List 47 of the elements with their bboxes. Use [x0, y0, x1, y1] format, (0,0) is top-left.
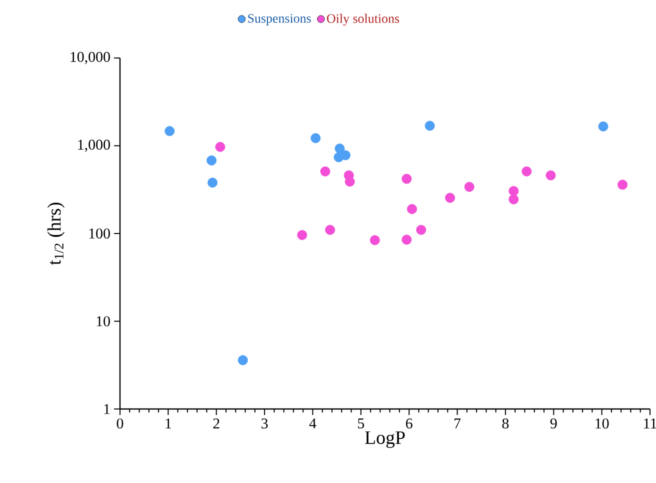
- y-axis-title: t$_{1/2}$ (hrs): [47, 202, 65, 265]
- y-tick-label: 10: [96, 316, 110, 326]
- point: [206, 155, 217, 166]
- y-tick-label: 1,000: [78, 140, 110, 152]
- point: [238, 355, 248, 366]
- y-tick-label: 10,000: [70, 52, 110, 64]
- point: [325, 224, 336, 235]
- point: [445, 192, 456, 203]
- point: [598, 121, 608, 132]
- x-tick-label: 2: [213, 418, 220, 428]
- point: [334, 144, 345, 154]
- point: [370, 235, 380, 246]
- x-tick-label: 7: [454, 418, 461, 428]
- y-tick-label: 100: [89, 228, 110, 239]
- point: [340, 150, 350, 160]
- point: [407, 204, 417, 214]
- y-tick-label: 1: [104, 404, 110, 414]
- point: [297, 230, 308, 240]
- point: [618, 180, 628, 190]
- point: [424, 120, 435, 131]
- x-tick-label: 8: [502, 418, 509, 429]
- point: [522, 166, 532, 176]
- point: [208, 178, 218, 188]
- point: [546, 170, 556, 180]
- x-tick-label: 5: [358, 418, 364, 428]
- x-tick-label: 6: [406, 418, 412, 428]
- point: [215, 142, 226, 152]
- point: [416, 224, 426, 235]
- point: [508, 186, 519, 196]
- point: [164, 126, 175, 136]
- x-tick-label: 11: [644, 418, 656, 428]
- point: [402, 234, 412, 245]
- point: [320, 166, 330, 176]
- point: [464, 182, 474, 192]
- x-tick-label: 4: [309, 418, 316, 428]
- point: [402, 174, 412, 184]
- x-tick-label: 0: [116, 418, 124, 429]
- point: [310, 133, 321, 144]
- legend-label: Oily solutions: [327, 14, 400, 26]
- x-tick-label: 9: [550, 418, 557, 428]
- x-tick-label: 1: [166, 418, 172, 428]
- point: [344, 176, 355, 187]
- x-axis-title: LogP: [365, 431, 405, 448]
- legend-label: Suspensions: [248, 14, 311, 26]
- x-tick-label: 10: [596, 418, 609, 429]
- point: [508, 194, 519, 204]
- x-tick-label: 3: [262, 418, 268, 428]
